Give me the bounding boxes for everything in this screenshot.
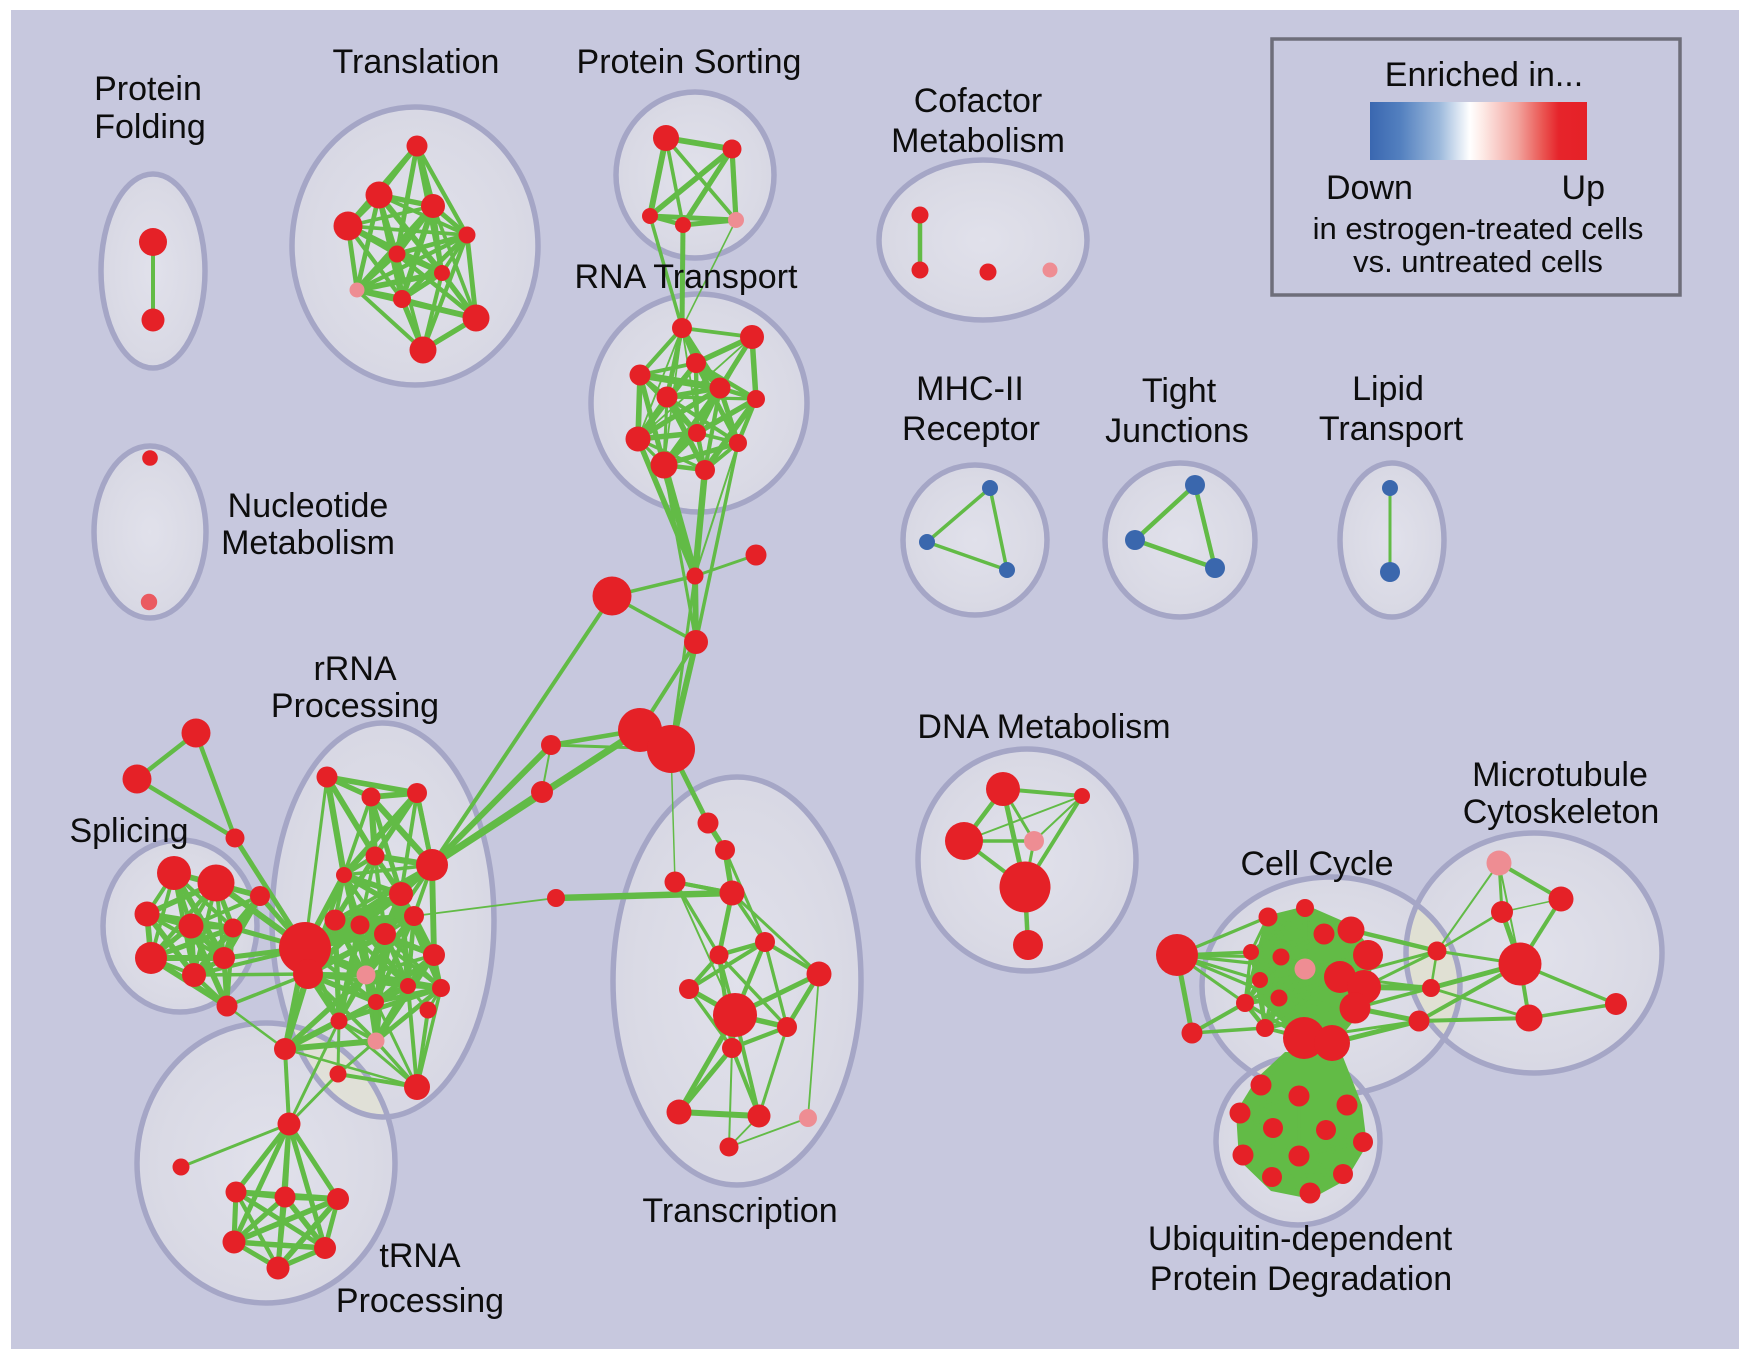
svg-text:vs. untreated cells: vs. untreated cells [1353,244,1603,279]
svg-text:tRNA: tRNA [379,1237,461,1275]
svg-text:Nucleotide: Nucleotide [228,487,389,525]
svg-text:Transport: Transport [1319,410,1464,448]
svg-text:Splicing: Splicing [69,812,188,850]
svg-text:Translation: Translation [333,43,500,81]
svg-text:Up: Up [1562,169,1605,207]
svg-text:rRNA: rRNA [313,650,396,688]
svg-text:Cofactor: Cofactor [914,82,1043,120]
svg-text:Metabolism: Metabolism [221,524,395,562]
svg-text:Receptor: Receptor [902,410,1040,448]
svg-text:MHC-II: MHC-II [916,370,1024,408]
svg-text:Metabolism: Metabolism [891,122,1065,160]
svg-text:Lipid: Lipid [1352,370,1424,408]
svg-text:Processing: Processing [336,1282,504,1320]
svg-text:Protein Degradation: Protein Degradation [1150,1260,1452,1298]
svg-text:Junctions: Junctions [1105,412,1249,450]
svg-text:in estrogen-treated cells: in estrogen-treated cells [1313,211,1644,246]
svg-text:Down: Down [1326,169,1413,207]
svg-text:Enriched in...: Enriched in... [1385,56,1583,94]
svg-text:Processing: Processing [271,687,439,725]
svg-text:Tight: Tight [1142,372,1217,410]
svg-text:Cell Cycle: Cell Cycle [1240,845,1393,883]
svg-text:Cytoskeleton: Cytoskeleton [1463,793,1660,831]
svg-text:RNA Transport: RNA Transport [575,258,799,296]
svg-text:Ubiquitin-dependent: Ubiquitin-dependent [1148,1220,1453,1258]
svg-text:Protein: Protein [94,70,202,108]
svg-text:DNA Metabolism: DNA Metabolism [917,708,1170,746]
svg-text:Protein Sorting: Protein Sorting [577,43,802,81]
svg-text:Microtubule: Microtubule [1472,756,1648,794]
svg-text:Folding: Folding [94,108,206,146]
svg-text:Transcription: Transcription [642,1192,837,1230]
